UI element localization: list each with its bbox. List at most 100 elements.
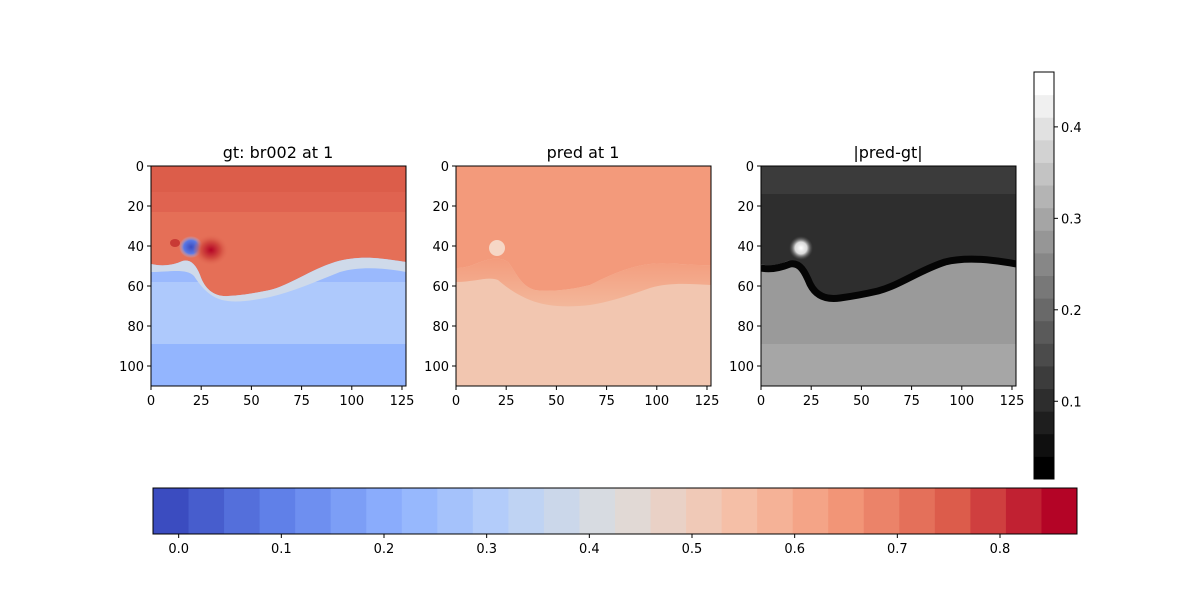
coolwarm-colorbar-level xyxy=(224,488,261,534)
gt-xtick-label: 50 xyxy=(243,394,260,409)
coolwarm-colorbar-level xyxy=(899,488,936,534)
gray-colorbar-level xyxy=(1034,72,1054,96)
error-field-bottom xyxy=(761,344,1016,386)
gt-field-bottom-2 xyxy=(151,344,406,386)
pred-xtick-label: 25 xyxy=(498,394,515,409)
error-ytick-label: 60 xyxy=(737,280,754,295)
coolwarm-colorbar-tick-label: 0.6 xyxy=(784,542,805,557)
coolwarm-colorbar-level xyxy=(615,488,652,534)
coolwarm-colorbar-tick-label: 0.4 xyxy=(579,542,600,557)
coolwarm-colorbar-level xyxy=(437,488,474,534)
error-xtick-label: 0 xyxy=(757,394,765,409)
coolwarm-colorbar-tick-label: 0.5 xyxy=(682,542,703,557)
error-xtick-label: 100 xyxy=(949,394,974,409)
coolwarm-colorbar-tick-label: 0.3 xyxy=(476,542,497,557)
gt-ytick-label: 0 xyxy=(136,160,144,175)
gray-colorbar-level xyxy=(1034,252,1054,276)
pred-xtick-label: 100 xyxy=(644,394,669,409)
gray-colorbar-level xyxy=(1034,207,1054,231)
gt-ytick-label: 20 xyxy=(127,200,144,215)
gt-xtick-label: 75 xyxy=(293,394,310,409)
coolwarm-colorbar-tick-label: 0.0 xyxy=(168,542,189,557)
coolwarm-colorbar: 0.0 0.1 0.2 0.3 0.4 0.5 0.6 0.7 0.8 xyxy=(153,488,1078,557)
coolwarm-colorbar-level xyxy=(366,488,403,534)
coolwarm-colorbar-level xyxy=(579,488,616,534)
gray-colorbar-tick-label: 0.4 xyxy=(1061,121,1082,136)
coolwarm-colorbar-tick-label: 0.2 xyxy=(374,542,395,557)
gray-colorbar-level xyxy=(1034,456,1054,480)
gray-colorbar-level xyxy=(1034,275,1054,299)
pred-ytick-label: 60 xyxy=(432,280,449,295)
pred-xtick-label: 75 xyxy=(598,394,615,409)
pred-title: pred at 1 xyxy=(547,143,620,162)
gt-interface-band xyxy=(151,257,406,302)
coolwarm-colorbar-tick-label: 0.1 xyxy=(271,542,292,557)
gray-colorbar-level xyxy=(1034,388,1054,412)
coolwarm-colorbar-level xyxy=(1005,488,1042,534)
error-top-band xyxy=(761,166,1016,194)
coolwarm-colorbar-level xyxy=(863,488,900,534)
gt-xtick-label: 100 xyxy=(339,394,364,409)
gray-colorbar-level xyxy=(1034,185,1054,209)
gray-colorbar-level xyxy=(1034,411,1054,435)
coolwarm-colorbar-level xyxy=(259,488,296,534)
error-frame xyxy=(760,165,1017,387)
coolwarm-colorbar-level xyxy=(686,488,723,534)
coolwarm-colorbar-level xyxy=(153,488,190,534)
gt-vortex-red-small xyxy=(170,239,180,247)
gt-xtick-label: 25 xyxy=(193,394,210,409)
coolwarm-colorbar-level xyxy=(295,488,332,534)
error-ytick-label: 20 xyxy=(737,200,754,215)
pred-ytick-label: 0 xyxy=(441,160,449,175)
gray-colorbar-level xyxy=(1034,298,1054,322)
gray-colorbar-level xyxy=(1034,230,1054,254)
error-panel xyxy=(761,166,1016,386)
coolwarm-colorbar-level xyxy=(970,488,1007,534)
pred-ytick-label: 20 xyxy=(432,200,449,215)
gray-colorbar-level xyxy=(1034,139,1054,163)
coolwarm-colorbar-level xyxy=(721,488,758,534)
error-upper-field xyxy=(761,166,1016,297)
gray-colorbar: 0.1 0.2 0.3 0.4 xyxy=(1034,72,1082,480)
gray-colorbar-tick-label: 0.1 xyxy=(1061,395,1082,410)
coolwarm-colorbar-tick-label: 0.7 xyxy=(887,542,908,557)
pred-transition xyxy=(456,258,711,307)
gray-colorbar-level xyxy=(1034,117,1054,141)
gray-colorbar-level xyxy=(1034,433,1054,457)
pred-bright-spot xyxy=(489,240,505,256)
gray-colorbar-level xyxy=(1034,343,1054,367)
coolwarm-colorbar-level xyxy=(828,488,865,534)
coolwarm-colorbar-level xyxy=(1041,488,1078,534)
error-title: |pred-gt| xyxy=(853,143,922,162)
gt-vortex-red xyxy=(193,234,229,266)
coolwarm-colorbar-level xyxy=(188,488,225,534)
coolwarm-colorbar-level xyxy=(650,488,687,534)
coolwarm-colorbar-level xyxy=(472,488,509,534)
gt-xtick-label: 125 xyxy=(390,394,415,409)
gt-top-band xyxy=(151,166,406,192)
error-xtick-label: 25 xyxy=(803,394,820,409)
pred-ytick-label: 40 xyxy=(432,240,449,255)
gray-colorbar-level xyxy=(1034,320,1054,344)
gt-ytick-label: 100 xyxy=(119,360,144,375)
coolwarm-colorbar-level xyxy=(543,488,580,534)
error-ytick-label: 80 xyxy=(737,320,754,335)
error-xtick-label: 50 xyxy=(853,394,870,409)
pred-xtick-label: 0 xyxy=(452,394,460,409)
coolwarm-colorbar-level xyxy=(330,488,367,534)
pred-xtick-label: 125 xyxy=(695,394,720,409)
gray-colorbar-frame xyxy=(1033,71,1055,480)
error-xtick-label: 75 xyxy=(903,394,920,409)
gt-frame xyxy=(150,165,407,387)
gt-title: gt: br002 at 1 xyxy=(223,143,334,162)
gray-colorbar-level xyxy=(1034,162,1054,186)
coolwarm-colorbar-level xyxy=(757,488,794,534)
coolwarm-colorbar-frame xyxy=(152,487,1078,535)
error-ytick-label: 100 xyxy=(729,360,754,375)
gt-ytick-label: 40 xyxy=(127,240,144,255)
error-interface xyxy=(761,255,1016,302)
error-ytick-label: 0 xyxy=(746,160,754,175)
pred-xtick-label: 50 xyxy=(548,394,565,409)
pred-upper-field xyxy=(456,166,711,291)
